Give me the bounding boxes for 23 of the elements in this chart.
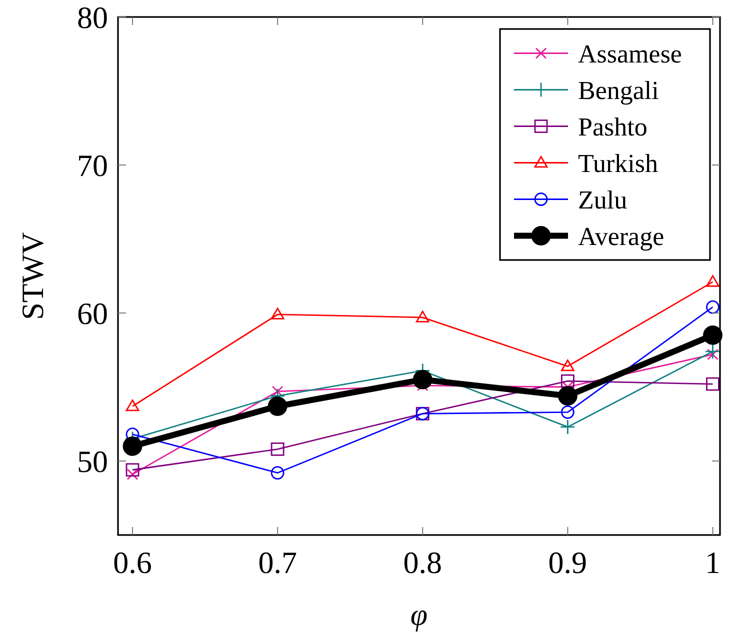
legend-item: Average	[514, 222, 664, 251]
y-tick-label: 50	[77, 444, 108, 479]
y-tick-label: 60	[77, 296, 108, 331]
legend-label: Pashto	[578, 112, 648, 142]
y-tick-label: 70	[77, 148, 108, 183]
y-tick-label: 80	[77, 0, 108, 35]
x-axis-title: φ	[410, 597, 428, 632]
x-tick-label: 1	[704, 545, 720, 580]
legend-label: Zulu	[578, 185, 628, 214]
x-tick-label: 0.8	[403, 545, 442, 580]
x-tick-label: 0.6	[113, 545, 152, 580]
x-tick-label: 0.7	[258, 545, 297, 580]
legend-label: Bengali	[578, 76, 659, 105]
legend-item: Bengali	[514, 76, 659, 105]
legend-label: Assamese	[578, 39, 682, 68]
legend-item: Assamese	[514, 39, 682, 68]
legend-item: Zulu	[514, 185, 628, 214]
legend-label: Average	[578, 222, 664, 251]
legend-item: Turkish	[514, 148, 658, 178]
legend-item: Pashto	[514, 112, 648, 142]
y-axis-title: STWV	[15, 231, 50, 320]
x-tick-label: 0.9	[548, 545, 588, 580]
legend-label: Turkish	[578, 148, 658, 178]
